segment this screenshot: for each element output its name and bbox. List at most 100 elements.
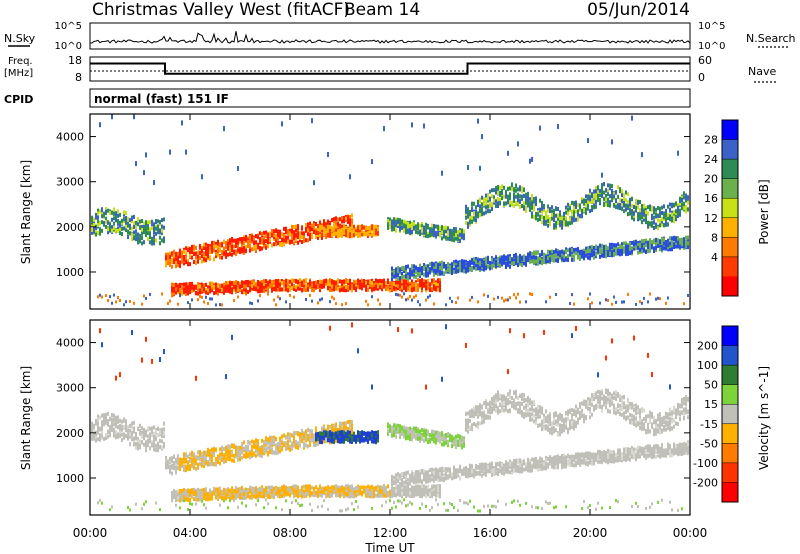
power-cell <box>303 231 305 236</box>
power-cell <box>485 266 487 271</box>
power-cell <box>313 281 315 286</box>
power-cell <box>685 239 687 244</box>
power-cell <box>477 213 479 218</box>
power-cell <box>161 226 163 231</box>
power-cell <box>301 231 303 236</box>
power-cell <box>671 243 673 248</box>
power-cell <box>485 256 487 261</box>
power-cell <box>377 227 379 232</box>
power-cell <box>335 283 337 288</box>
power-cell <box>615 247 617 252</box>
velocity-cell <box>151 433 153 438</box>
power-cell <box>231 290 233 295</box>
power-cell <box>415 224 417 229</box>
power-cell <box>507 197 509 201</box>
power-cell <box>659 214 661 218</box>
power-cell <box>471 259 473 264</box>
velocity-cell <box>183 495 185 500</box>
velocity-cell <box>143 427 145 432</box>
power-cell <box>307 286 309 291</box>
power-cell <box>599 301 601 305</box>
power-cell <box>505 265 507 269</box>
velocity-cell <box>153 445 155 450</box>
cpid-value: normal (fast) 151 IF <box>94 92 229 106</box>
power-cell <box>257 245 259 250</box>
power-cell <box>207 302 209 305</box>
power-cell <box>115 300 117 304</box>
power-cell <box>589 199 591 204</box>
power-cell <box>309 227 311 232</box>
power-cell <box>545 259 547 264</box>
power-cell <box>583 207 585 212</box>
power-cell <box>323 232 325 237</box>
power-cell <box>629 202 631 207</box>
power-cell <box>631 241 633 246</box>
velocity-cell <box>145 433 147 438</box>
power-cell <box>93 217 95 222</box>
velocity-cell <box>207 449 209 454</box>
power-cell <box>513 195 515 200</box>
power-cell <box>473 201 475 206</box>
power-cell <box>539 125 541 131</box>
power-cell <box>649 246 651 251</box>
velocity-cell <box>105 413 107 417</box>
power-cell <box>547 249 549 254</box>
power-cell <box>221 251 223 255</box>
power-cell <box>471 268 473 272</box>
freq-tick-top: 18 <box>68 54 82 67</box>
power-cell <box>653 225 655 230</box>
power-cell <box>155 226 157 231</box>
power-cell <box>549 217 551 222</box>
velocity-cell <box>93 423 95 428</box>
velocity-cell <box>169 469 171 474</box>
power-cell <box>257 281 259 286</box>
power-cell <box>335 302 337 306</box>
power-cell <box>237 166 239 171</box>
power-cell <box>401 271 403 276</box>
velocity-cell <box>161 434 163 438</box>
power-cell <box>655 207 657 212</box>
power-cell <box>263 240 265 245</box>
power-cell <box>669 247 671 252</box>
power-cell <box>199 284 201 289</box>
power-cell <box>245 288 247 293</box>
power-cell <box>513 293 515 297</box>
power-cell <box>649 243 651 248</box>
power-cell <box>625 190 627 195</box>
power-cell <box>395 267 397 272</box>
power-cell <box>345 229 347 234</box>
power-cell <box>583 253 585 258</box>
velocity-cell <box>141 430 143 435</box>
power-cell <box>215 251 217 256</box>
power-cell <box>235 280 237 285</box>
power-cell <box>391 221 393 226</box>
velocity-cell <box>119 426 121 431</box>
power-cell <box>179 282 181 287</box>
power-cell <box>541 209 543 214</box>
power-cell <box>515 194 517 199</box>
power-cell <box>519 258 521 263</box>
power-cell <box>331 218 333 222</box>
power-cell <box>513 253 515 258</box>
power-cell <box>249 301 251 305</box>
power-cell <box>655 245 657 250</box>
velocity-cell <box>147 443 149 448</box>
power-cell <box>553 225 555 230</box>
power-cell <box>579 252 581 257</box>
power-cell <box>513 203 515 208</box>
power-cell <box>427 286 429 291</box>
power-cell <box>237 284 239 289</box>
velocity-cell <box>205 455 207 460</box>
power-cell <box>491 264 493 268</box>
power-cell <box>201 295 203 299</box>
power-cell <box>573 257 575 262</box>
power-cell <box>279 297 281 301</box>
velocity-cell <box>185 491 187 496</box>
power-cell <box>599 250 601 255</box>
power-cell <box>245 280 247 285</box>
power-cell <box>381 284 383 289</box>
power-cell <box>439 261 441 266</box>
velocity-cell <box>205 450 207 455</box>
power-cell <box>437 284 439 289</box>
power-cell <box>339 217 341 222</box>
